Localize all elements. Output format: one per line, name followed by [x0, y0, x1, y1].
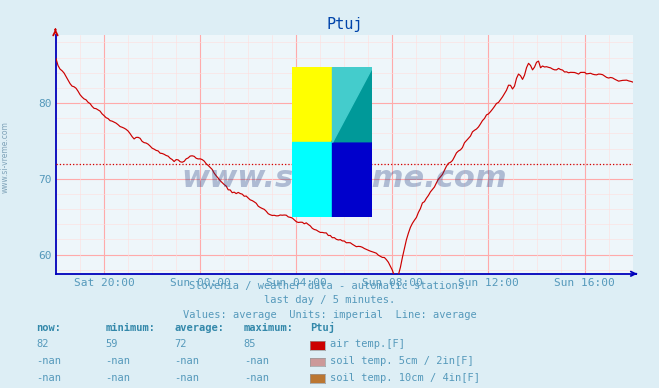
Bar	[293, 142, 332, 217]
Text: Slovenia / weather data - automatic stations.: Slovenia / weather data - automatic stat…	[189, 281, 470, 291]
Title: Ptuj: Ptuj	[326, 17, 362, 32]
Text: -nan: -nan	[175, 356, 200, 366]
Text: minimum:: minimum:	[105, 322, 156, 333]
Text: www.si-vreme.com: www.si-vreme.com	[1, 121, 10, 193]
Text: soil temp. 10cm / 4in[F]: soil temp. 10cm / 4in[F]	[330, 372, 480, 383]
Text: -nan: -nan	[105, 356, 130, 366]
Text: 85: 85	[244, 339, 256, 349]
Text: maximum:: maximum:	[244, 322, 294, 333]
Text: 59: 59	[105, 339, 118, 349]
Polygon shape	[332, 67, 372, 142]
Text: Ptuj: Ptuj	[310, 322, 335, 333]
Text: www.si-vreme.com: www.si-vreme.com	[181, 164, 507, 192]
Text: -nan: -nan	[244, 356, 269, 366]
Text: average:: average:	[175, 322, 225, 333]
Text: air temp.[F]: air temp.[F]	[330, 339, 405, 349]
Text: 82: 82	[36, 339, 49, 349]
Bar	[293, 67, 332, 142]
Text: soil temp. 5cm / 2in[F]: soil temp. 5cm / 2in[F]	[330, 356, 473, 366]
Text: -nan: -nan	[105, 372, 130, 383]
Text: -nan: -nan	[175, 372, 200, 383]
Polygon shape	[332, 67, 372, 142]
Text: -nan: -nan	[36, 356, 61, 366]
Text: last day / 5 minutes.: last day / 5 minutes.	[264, 295, 395, 305]
Text: -nan: -nan	[36, 372, 61, 383]
Text: 72: 72	[175, 339, 187, 349]
Text: now:: now:	[36, 322, 61, 333]
Text: Values: average  Units: imperial  Line: average: Values: average Units: imperial Line: av…	[183, 310, 476, 320]
Text: -nan: -nan	[244, 372, 269, 383]
Bar	[332, 142, 372, 217]
